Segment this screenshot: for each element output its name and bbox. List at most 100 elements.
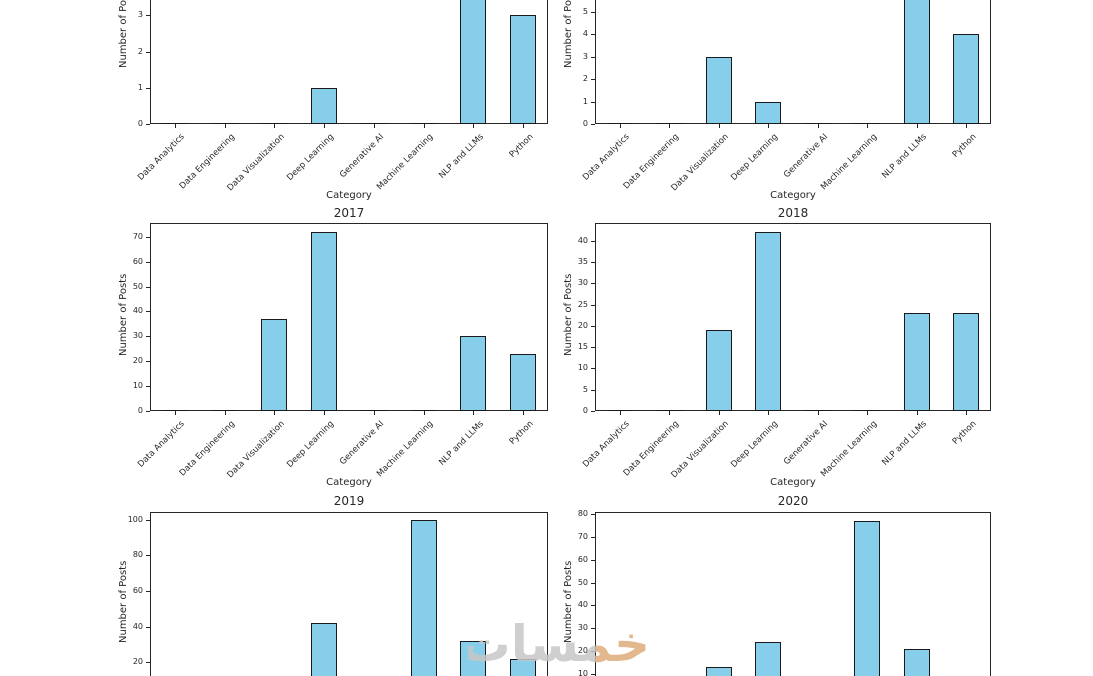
bar-2019-machine-learning: [410, 519, 437, 676]
x-tick-label-data-analytics: Data Analytics: [581, 132, 632, 183]
y-tick-label: 0: [137, 119, 143, 128]
x-tick-mark: [324, 411, 326, 415]
bar-2019-python: [510, 658, 537, 676]
x-tick-label-machine-learning: Machine Learning: [375, 419, 436, 480]
y-tick-label: 80: [577, 508, 588, 518]
y-tick-label: 0: [582, 119, 588, 128]
x-tick-label-generative-ai: Generative AI: [337, 419, 386, 468]
y-tick-mark: [146, 124, 150, 125]
y-tick-mark: [591, 674, 595, 676]
y-tick-mark: [591, 262, 595, 264]
bar-top-right-partial-python: [953, 34, 980, 124]
bar-top-right-partial-data-visualization: [705, 56, 732, 124]
bar-2017-nlp-and-llms: [460, 336, 487, 411]
x-tick-label-deep-learning: Deep Learning: [285, 419, 337, 470]
plot-area-2018: [595, 223, 991, 411]
x-tick-mark: [373, 124, 375, 128]
plot-area-2017: [150, 223, 548, 411]
x-tick-mark: [916, 411, 918, 415]
y-tick-label: 2: [137, 46, 143, 56]
y-tick-label: 70: [577, 531, 588, 541]
y-tick-label: 60: [577, 554, 588, 564]
bar-top-left-partial-deep-learning: [311, 87, 338, 124]
x-tick-mark: [473, 411, 475, 415]
y-tick-mark: [146, 15, 150, 17]
bar-top-left-partial-data-engineering: [211, 123, 238, 124]
x-tick-mark: [274, 411, 276, 415]
y-tick-mark: [591, 56, 595, 58]
y-tick-label: 20: [555, 646, 588, 656]
x-tick-mark: [867, 124, 869, 128]
y-tick-label: 80: [132, 550, 143, 560]
y-tick-label: 30: [577, 278, 588, 288]
y-tick-label: 35: [577, 257, 588, 267]
x-tick-mark: [619, 124, 621, 128]
x-tick-label-nlp-and-llms: NLP and LLMs: [436, 132, 486, 181]
y-tick-label: 40: [577, 235, 588, 245]
y-tick-label: 3: [137, 10, 143, 20]
y-tick-label: 40: [132, 306, 143, 316]
bar-2017-python: [510, 353, 537, 411]
y-tick-mark: [591, 34, 595, 35]
y-tick-label: 0: [582, 406, 588, 415]
y-tick-mark: [591, 124, 595, 125]
x-tick-mark: [718, 411, 720, 415]
plot-area-2019: [150, 512, 548, 676]
bar-2017-data-engineering: [211, 410, 238, 411]
x-tick-mark: [423, 411, 425, 415]
x-axis-label-top-left-partial: Category: [326, 190, 372, 201]
x-tick-mark: [669, 411, 671, 415]
plot-area-2020: [595, 512, 991, 676]
x-tick-label-python: Python: [507, 132, 536, 160]
bar-2019-nlp-and-llms: [460, 640, 487, 676]
bar-2019-deep-learning: [311, 623, 338, 676]
y-tick-mark: [591, 411, 595, 412]
y-tick-label: 20: [132, 356, 143, 366]
bar-2020-nlp-and-llms: [903, 648, 930, 676]
x-tick-label-deep-learning: Deep Learning: [729, 132, 781, 183]
y-tick-mark: [591, 304, 595, 306]
y-tick-mark: [591, 240, 595, 242]
y-tick-label: 40: [577, 600, 588, 610]
x-tick-mark: [274, 124, 276, 128]
x-tick-label-python: Python: [507, 419, 536, 447]
y-tick-mark: [146, 336, 150, 338]
bar-2020-deep-learning: [755, 642, 782, 676]
x-tick-label-nlp-and-llms: NLP and LLMs: [880, 419, 929, 468]
bar-top-right-partial-deep-learning: [755, 101, 782, 124]
bar-top-right-partial-generative-ai: [804, 123, 831, 124]
bar-top-right-partial-data-engineering: [656, 123, 683, 124]
y-tick-mark: [146, 626, 150, 628]
y-tick-mark: [146, 87, 150, 89]
bar-2018-python: [953, 313, 980, 411]
y-tick-mark: [591, 389, 595, 391]
bar-top-left-partial-nlp-and-llms: [460, 0, 487, 124]
x-tick-label-nlp-and-llms: NLP and LLMs: [880, 132, 929, 181]
y-tick-label: 20: [132, 657, 143, 667]
y-tick-mark: [146, 311, 150, 313]
y-tick-label: 4: [582, 29, 588, 38]
x-tick-label-data-analytics: Data Analytics: [581, 419, 632, 470]
y-tick-label: 60: [132, 585, 143, 595]
y-tick-mark: [591, 101, 595, 103]
y-tick-mark: [146, 411, 150, 412]
y-tick-mark: [591, 325, 595, 327]
y-tick-label: 40: [132, 621, 143, 631]
x-tick-label-generative-ai: Generative AI: [781, 419, 830, 468]
bar-top-left-partial-data-visualization: [261, 123, 288, 124]
bar-top-left-partial-generative-ai: [360, 123, 387, 124]
y-tick-mark: [146, 386, 150, 388]
y-tick-mark: [591, 628, 595, 630]
y-tick-mark: [146, 261, 150, 263]
x-tick-label-python: Python: [950, 419, 979, 447]
y-tick-mark: [591, 536, 595, 538]
x-tick-mark: [669, 124, 671, 128]
x-tick-mark: [224, 124, 226, 128]
x-tick-mark: [523, 124, 525, 128]
x-tick-mark: [224, 411, 226, 415]
bar-2020-data-visualization: [705, 667, 732, 676]
bar-2017-deep-learning: [311, 231, 338, 411]
y-tick-label: 50: [577, 577, 588, 587]
bar-top-right-partial-machine-learning: [854, 123, 881, 124]
y-tick-mark: [591, 582, 595, 584]
